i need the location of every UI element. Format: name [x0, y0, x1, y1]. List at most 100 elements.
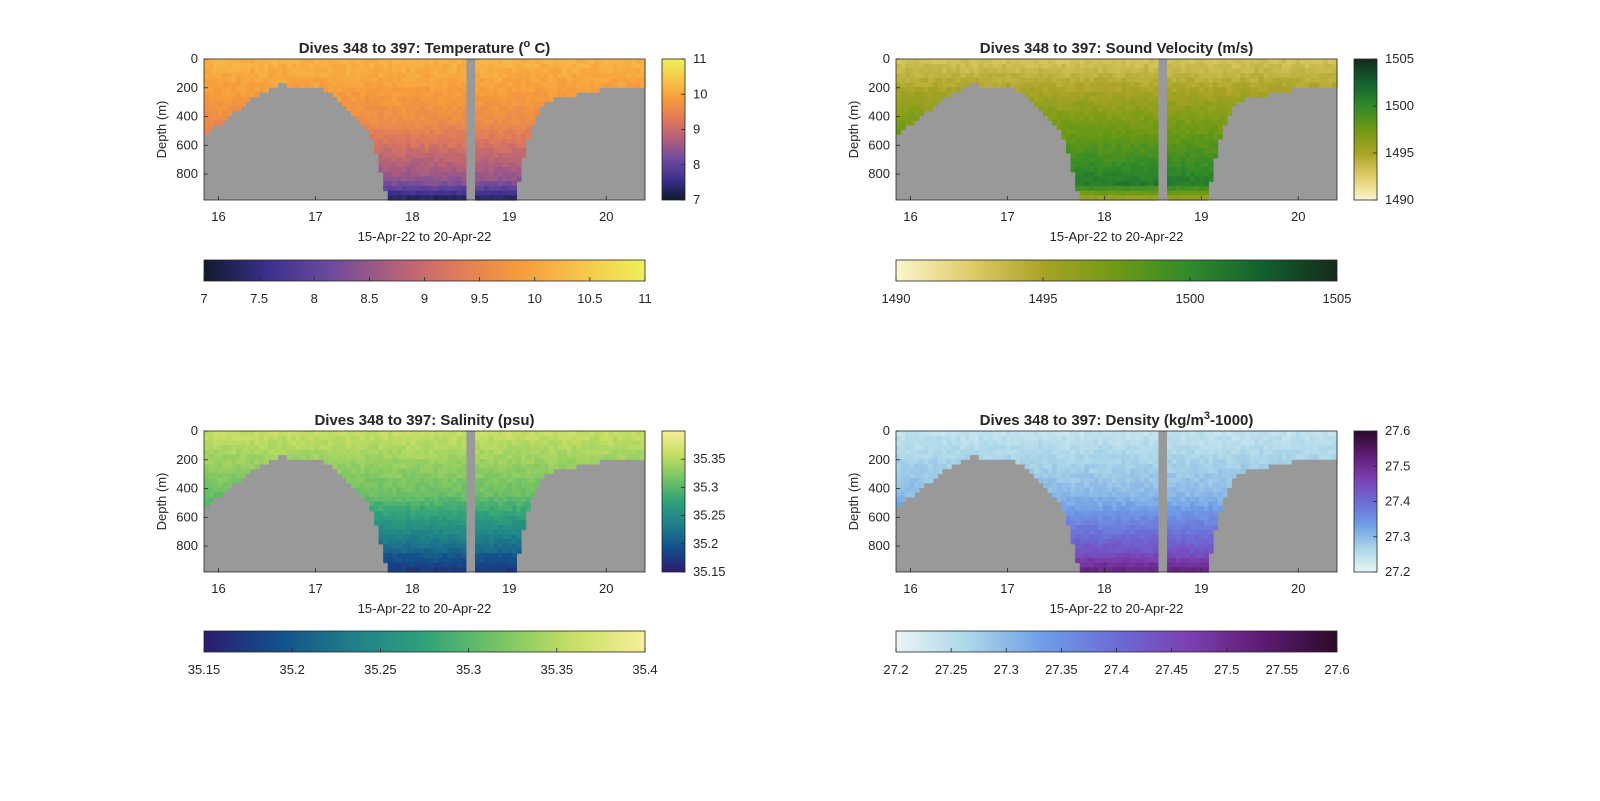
heatmap-cell [1088, 129, 1095, 135]
heatmap-cell [1176, 63, 1182, 69]
heatmap-cell [424, 567, 430, 573]
heatmap-cell [1190, 138, 1196, 145]
heatmap-cell [392, 157, 398, 163]
heatmap-cell [525, 440, 531, 446]
heatmap-cell [1033, 73, 1039, 79]
plot-frame [203, 430, 646, 573]
heatmap-cell [896, 482, 902, 488]
heatmap-cell [599, 77, 605, 84]
heatmap-cell [222, 431, 228, 437]
heatmap-cell [433, 515, 439, 521]
heatmap-cell [419, 473, 426, 479]
heatmap-cell [1167, 190, 1173, 196]
heatmap-cell [576, 435, 582, 441]
heatmap-cell [1088, 153, 1095, 159]
heatmap-cell [1093, 153, 1099, 159]
heatmap-cell [576, 77, 582, 84]
heatmap-cell [351, 110, 357, 116]
heatmap-cell [553, 445, 559, 451]
heatmap-cell [410, 510, 416, 517]
heatmap-cell [507, 129, 513, 135]
heatmap-cell [1116, 110, 1122, 116]
heatmap-cell [1208, 91, 1214, 98]
heatmap-cell [1024, 59, 1030, 65]
heatmap-cell [909, 120, 915, 126]
heatmap-cell [918, 431, 925, 437]
heatmap-cell [479, 435, 485, 441]
heatmap-cell [433, 87, 439, 93]
heatmap-cell [410, 492, 416, 498]
heatmap-cell [571, 440, 577, 446]
heatmap-cell [488, 129, 494, 135]
heatmap-cell [245, 96, 251, 102]
heatmap-cell [475, 148, 481, 154]
heatmap-cell [1295, 59, 1301, 65]
heatmap-cell [369, 473, 375, 479]
heatmap-cell [484, 157, 490, 163]
heatmap-cell [525, 120, 531, 126]
heatmap-cell [1148, 68, 1154, 74]
heatmap-cell [1300, 77, 1306, 84]
heatmap-cell [488, 567, 494, 573]
heatmap-cell [479, 454, 485, 460]
heatmap-cell [419, 543, 426, 550]
heatmap-cell [1102, 157, 1108, 163]
heatmap-cell [222, 115, 228, 121]
heatmap-cell [900, 459, 906, 465]
heatmap-cell [406, 525, 412, 531]
heatmap-cell [461, 148, 467, 154]
heatmap-cell [530, 440, 536, 446]
heatmap-cell [946, 435, 952, 441]
heatmap-cell [208, 120, 214, 126]
heatmap-cell [1208, 73, 1214, 79]
heatmap-cell [1075, 496, 1081, 503]
heatmap-cell [1024, 77, 1030, 84]
heatmap-cell [291, 440, 297, 446]
heatmap-cell [328, 59, 334, 65]
heatmap-cell [909, 96, 915, 102]
heatmap-cell [1093, 171, 1099, 178]
heatmap-cell [626, 454, 632, 460]
heatmap-cell [909, 91, 915, 98]
heatmap-cell [1208, 157, 1214, 163]
heatmap-cell [1203, 115, 1209, 121]
heatmap-cell [461, 59, 467, 65]
heatmap-cell [461, 539, 467, 545]
heatmap-cell [438, 520, 444, 526]
heatmap-cell [1056, 473, 1062, 479]
heatmap-cell [525, 82, 531, 88]
heatmap-cell [1134, 115, 1141, 121]
heatmap-cell [447, 115, 453, 121]
heatmap-cell [392, 562, 398, 568]
heatmap-cell [603, 63, 609, 69]
heatmap-cell [318, 431, 325, 437]
heatmap-cell [387, 543, 393, 550]
heatmap-cell [1212, 106, 1219, 112]
heatmap-cell [475, 87, 481, 93]
heatmap-cell [1167, 153, 1173, 159]
heatmap-cell [204, 435, 210, 441]
heatmap-cell [493, 59, 499, 65]
heatmap-cell [488, 515, 494, 521]
heatmap-cell [1029, 96, 1035, 102]
heatmap-cell [295, 445, 302, 451]
heatmap-cell [484, 548, 490, 554]
heatmap-cell [992, 68, 998, 74]
heatmap-cell [918, 440, 925, 446]
heatmap-cell [539, 473, 545, 479]
heatmap-cell [318, 73, 325, 79]
heatmap-cell [1180, 91, 1186, 98]
heatmap-cell [507, 525, 513, 531]
heatmap-cell [539, 463, 545, 470]
heatmap-cell [1052, 68, 1058, 74]
heatmap-cell [502, 148, 508, 154]
heatmap-cell [599, 73, 605, 79]
heatmap-cell [373, 91, 380, 98]
heatmap-cell [410, 195, 416, 201]
heatmap-cell [1111, 82, 1118, 88]
heatmap-cell [502, 63, 508, 69]
heatmap-cell [548, 468, 554, 474]
heatmap-cell [442, 148, 449, 154]
heatmap-cell [617, 77, 623, 84]
heatmap-cell [1098, 124, 1104, 131]
